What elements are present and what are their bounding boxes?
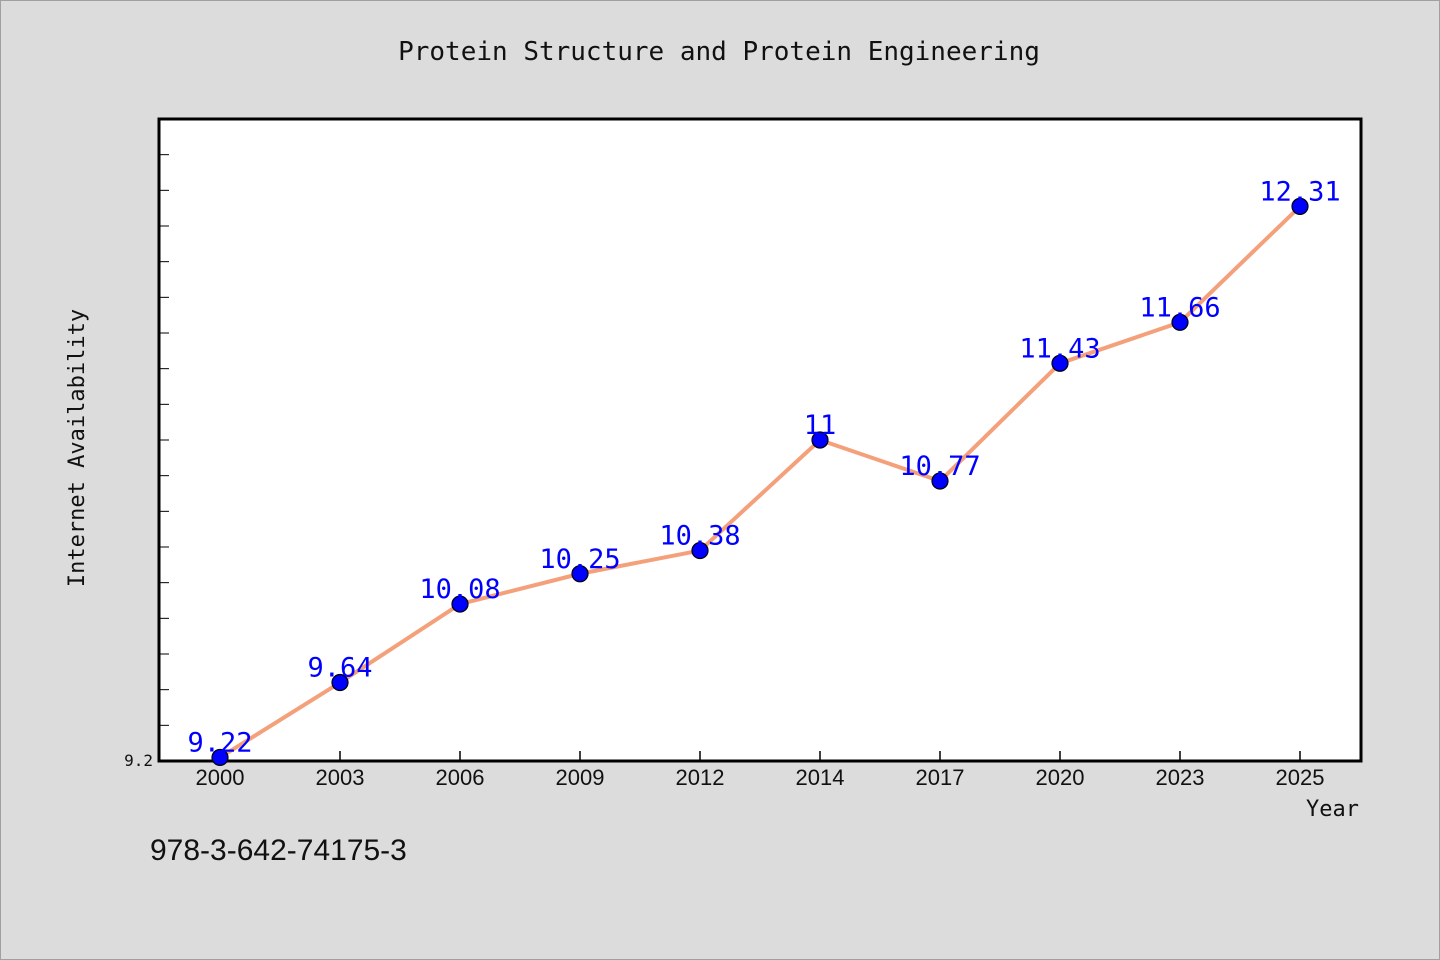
data-point [331, 673, 349, 692]
data-point [1051, 354, 1069, 372]
data-point [931, 472, 949, 490]
data-point [211, 748, 229, 767]
x-axis-tick-labels: 2000 2003 2006 2009 2012 2014 2017 2020 2023 2025 [196, 765, 1325, 790]
data-label: 10.77 [899, 451, 980, 482]
x-tick-label: 2025 [1276, 765, 1325, 790]
data-label: 11.43 [1019, 333, 1100, 364]
data-label: 12.31 [1259, 176, 1340, 207]
data-point [691, 541, 709, 560]
y-axis-ticks [159, 154, 169, 726]
chart-title: Protein Structure and Protein Engineerin… [398, 37, 1040, 67]
data-point [1171, 313, 1189, 331]
x-axis-title: Year [1306, 797, 1359, 822]
data-label: 10.25 [539, 544, 620, 575]
y-tick-label: 9.2 [124, 751, 153, 770]
series-line [218, 204, 1302, 760]
data-label: 10.38 [659, 521, 740, 552]
x-tick-label: 2003 [316, 765, 365, 790]
x-tick-label: 2023 [1156, 765, 1205, 790]
x-tick-label: 2017 [916, 765, 965, 790]
data-label: 9.22 [187, 727, 252, 758]
data-label: 11.66 [1139, 292, 1220, 323]
data-label: 9.64 [307, 653, 372, 684]
data-points [211, 197, 1309, 767]
y-axis-tick-labels: 9.2 [124, 751, 153, 770]
data-point [451, 595, 469, 613]
data-label: 11 [804, 410, 837, 441]
data-labels: 9.22 9.64 10.08 10.25 10.38 11 10.77 11.43 11.66… [187, 176, 1340, 758]
y-axis-title: Internet Availability [65, 309, 90, 587]
footer-code: 978-3-642-74175-3 [150, 834, 407, 867]
x-tick-label: 2012 [676, 765, 725, 790]
x-tick-label: 2009 [556, 765, 605, 790]
x-tick-label: 2014 [796, 765, 845, 790]
data-point [571, 565, 589, 583]
x-tick-label: 2000 [196, 765, 245, 790]
plot-area [157, 117, 1363, 763]
x-tick-label: 2006 [436, 765, 485, 790]
data-label: 10.08 [419, 574, 500, 605]
x-tick-label: 2020 [1036, 765, 1085, 790]
data-point [811, 431, 829, 449]
data-point [1291, 197, 1309, 215]
